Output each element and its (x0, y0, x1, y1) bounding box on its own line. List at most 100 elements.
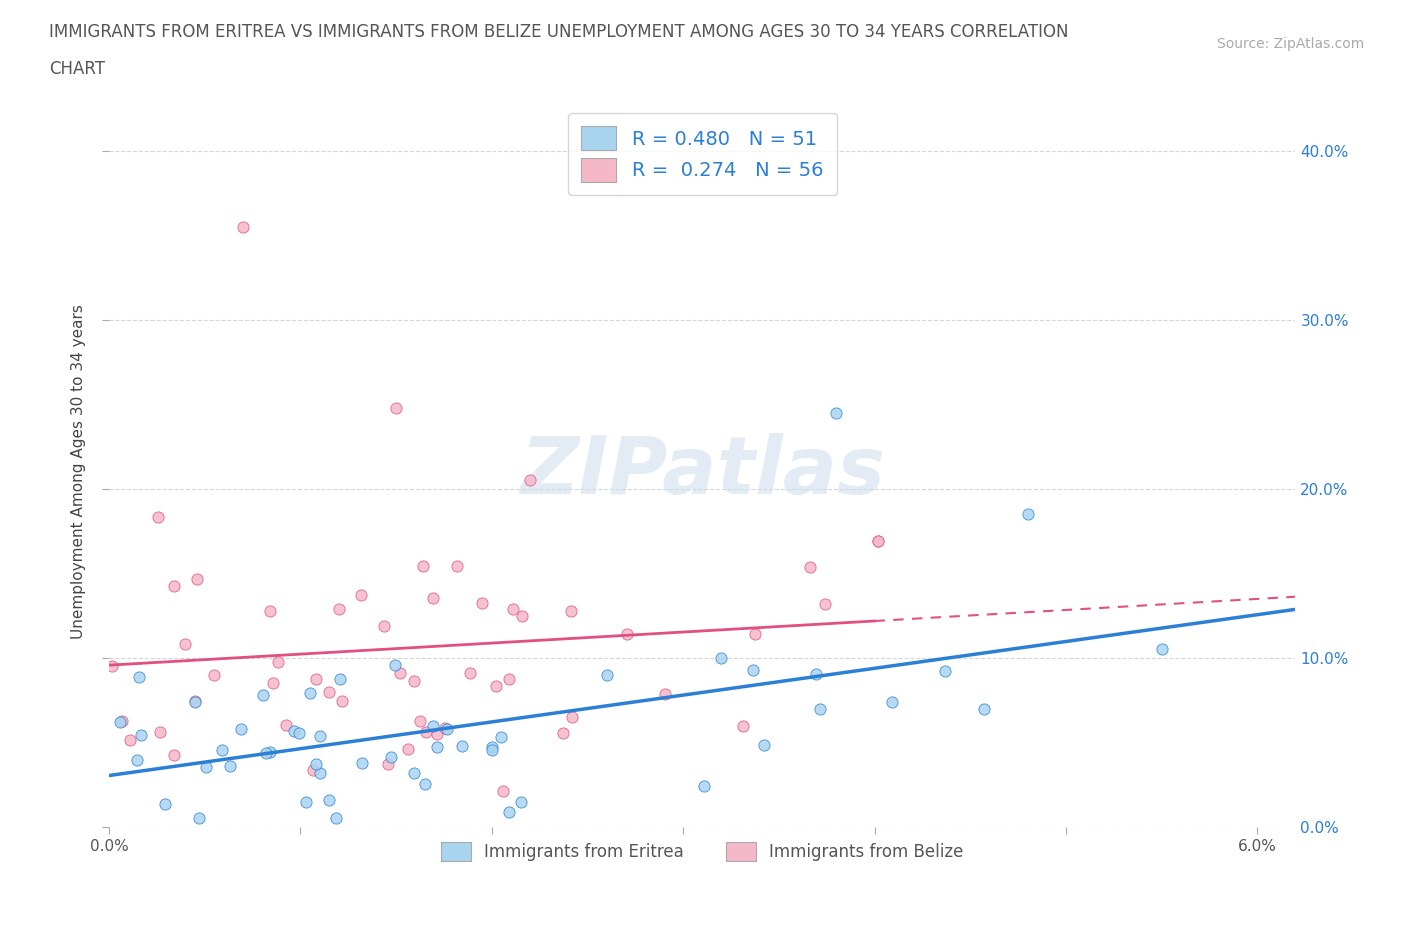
Point (385, 401, 408, 416)
Point (195, 760, 218, 775)
Point (259, 604, 281, 618)
Point (283, 724, 305, 738)
Point (184, 694, 207, 709)
Point (1150, 642, 1173, 657)
Point (155, 797, 177, 812)
Point (188, 811, 211, 826)
Point (595, 667, 617, 682)
Point (149, 725, 172, 740)
Point (101, 658, 124, 673)
Point (510, 608, 533, 623)
Point (433, 721, 456, 736)
Point (318, 792, 340, 807)
Point (412, 558, 434, 573)
Point (561, 710, 583, 724)
Text: CHART: CHART (49, 60, 105, 78)
Point (489, 730, 512, 745)
Point (377, 757, 399, 772)
Point (380, 750, 402, 764)
Point (481, 742, 503, 757)
Point (426, 739, 449, 754)
Point (329, 671, 352, 686)
Point (825, 405, 848, 420)
Point (492, 784, 515, 799)
Point (308, 766, 330, 781)
Point (389, 666, 412, 681)
Point (804, 667, 827, 682)
Point (184, 695, 207, 710)
Point (409, 714, 432, 729)
Point (231, 722, 253, 737)
Point (553, 725, 575, 740)
Point (509, 794, 531, 809)
Point (498, 804, 520, 819)
Point (654, 686, 676, 701)
Point (305, 671, 328, 686)
Point (163, 578, 186, 593)
Point (402, 765, 425, 780)
Point (426, 726, 449, 741)
Point (973, 701, 995, 716)
Point (710, 650, 733, 665)
Point (814, 597, 837, 612)
Point (498, 672, 520, 687)
Point (752, 737, 775, 752)
Point (219, 759, 242, 774)
Point (129, 727, 152, 742)
Point (868, 534, 890, 549)
Point (125, 752, 148, 767)
Point (202, 668, 225, 683)
Point (232, 219, 254, 234)
Point (276, 718, 298, 733)
Point (415, 724, 437, 739)
Point (305, 756, 328, 771)
Point (163, 747, 186, 762)
Point (295, 794, 318, 809)
Point (254, 745, 277, 760)
Point (120, 733, 142, 748)
Point (446, 559, 468, 574)
Point (309, 728, 332, 743)
Point (868, 534, 890, 549)
Point (211, 743, 233, 758)
Point (267, 655, 290, 670)
Point (502, 602, 524, 617)
Point (148, 510, 170, 525)
Point (744, 627, 766, 642)
Point (350, 755, 373, 770)
Point (318, 684, 340, 699)
Point (259, 745, 281, 760)
Point (799, 560, 821, 575)
Point (262, 675, 284, 690)
Point (436, 722, 458, 737)
Point (413, 777, 436, 792)
Text: ZIPatlas: ZIPatlas (520, 433, 884, 511)
Point (302, 763, 325, 777)
Text: Source: ZipAtlas.com: Source: ZipAtlas.com (1216, 37, 1364, 51)
Point (458, 665, 481, 680)
Point (451, 738, 474, 753)
Point (422, 719, 444, 734)
Point (384, 658, 406, 672)
Point (481, 739, 503, 754)
Point (808, 701, 831, 716)
Point (693, 779, 716, 794)
Point (325, 811, 347, 826)
Legend: Immigrants from Eritrea, Immigrants from Belize: Immigrants from Eritrea, Immigrants from… (434, 835, 970, 868)
Point (404, 673, 426, 688)
Point (330, 694, 353, 709)
Point (934, 663, 956, 678)
Point (373, 618, 395, 633)
Y-axis label: Unemployment Among Ages 30 to 34 years: Unemployment Among Ages 30 to 34 years (72, 304, 86, 640)
Point (1017, 507, 1039, 522)
Point (111, 713, 134, 728)
Point (880, 694, 903, 709)
Point (422, 591, 444, 605)
Point (742, 663, 765, 678)
Point (471, 596, 494, 611)
Point (560, 604, 582, 618)
Point (288, 725, 311, 740)
Point (731, 719, 754, 734)
Point (485, 679, 508, 694)
Point (328, 602, 350, 617)
